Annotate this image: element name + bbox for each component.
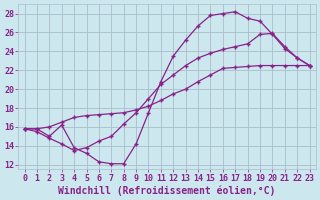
X-axis label: Windchill (Refroidissement éolien,°C): Windchill (Refroidissement éolien,°C) (58, 185, 276, 196)
